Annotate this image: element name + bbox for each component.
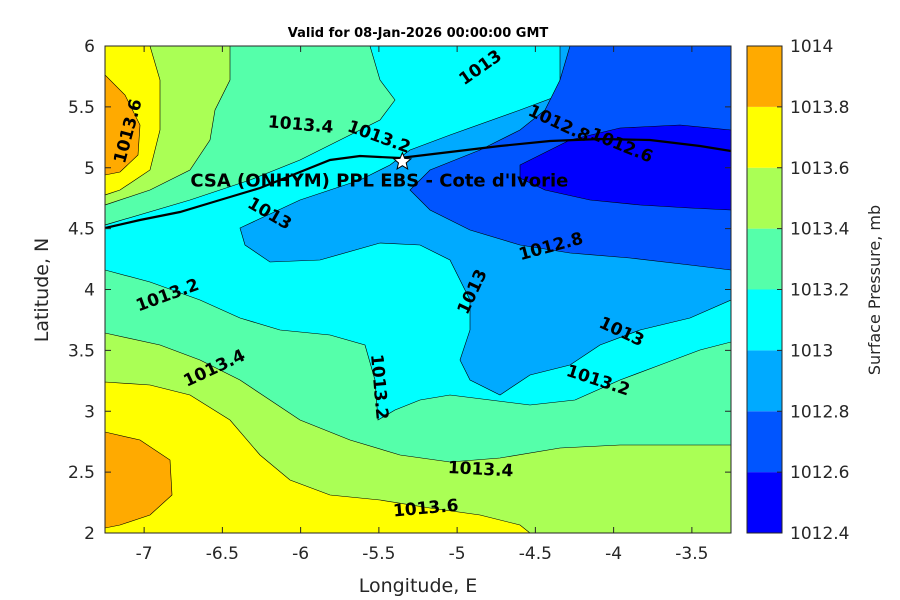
colorbar-tick-label: 1012.8	[790, 402, 849, 422]
colorbar-tick-label: 1013.6	[790, 159, 849, 179]
colorbar-swatch	[747, 411, 782, 473]
contour-label: 1013.4	[447, 458, 514, 481]
colorbar: 1012.4 1012.6 1012.8 1013 1013.2 1013.4 1013.6…	[746, 37, 849, 544]
y-tick-label: 6	[84, 37, 95, 57]
x-tick-label: -4	[605, 544, 622, 564]
y-tick-label: 3.5	[68, 341, 95, 361]
y-tick-label: 2	[84, 524, 95, 544]
y-axis-label: Latitude, N	[31, 238, 53, 343]
colorbar-label: Surface Pressure, mb	[865, 205, 884, 375]
colorbar-tick-label: 1013.8	[790, 98, 849, 118]
x-axis-ticks: -7 -6.5 -6 -5.5 -5 -4.5 -4 -3.5	[136, 46, 708, 564]
colorbar-tick-label: 1013.2	[790, 281, 849, 301]
colorbar-swatch	[747, 106, 782, 168]
contour-fill-layer	[105, 46, 731, 533]
x-tick-label: -4.5	[519, 544, 552, 564]
y-tick-label: 5	[84, 159, 95, 179]
x-tick-label: -6	[292, 544, 309, 564]
y-tick-label: 4	[84, 281, 95, 301]
coastline	[105, 137, 731, 230]
y-tick-label: 4.5	[68, 220, 95, 240]
colorbar-swatch	[747, 289, 782, 351]
y-tick-label: 2.5	[68, 463, 95, 483]
colorbar-tick-label: 1013	[790, 341, 833, 361]
x-tick-label: -5	[449, 544, 466, 564]
contour-band-1013.8-1014-south	[105, 431, 173, 529]
colorbar-swatch	[747, 167, 782, 229]
station-star-icon	[392, 151, 413, 170]
y-axis-ticks: 2 2.5 3 3.5 4 4.5 5 5.5 6	[68, 37, 731, 544]
x-tick-label: -5.5	[362, 544, 395, 564]
colorbar-swatch	[747, 350, 782, 412]
x-axis-label: Longitude, E	[359, 575, 478, 597]
x-tick-label: -3.5	[675, 544, 708, 564]
x-tick-label: -6.5	[206, 544, 239, 564]
colorbar-tick-label: 1014	[790, 37, 833, 57]
colorbar-tick-label: 1012.4	[790, 524, 849, 544]
colorbar-swatch	[747, 228, 782, 290]
y-tick-label: 3	[84, 402, 95, 422]
colorbar-tick-label: 1012.6	[790, 463, 849, 483]
contour-band-1012.4-1012.6	[519, 124, 731, 211]
contour-band-1013.8-1014-north	[105, 74, 141, 176]
contour-band-1013.6-1013.8-south	[105, 381, 531, 533]
y-tick-label: 5.5	[68, 98, 95, 118]
colorbar-tick-label: 1013.4	[790, 220, 849, 240]
chart-title: Valid for 08-Jan-2026 00:00:00 GMT	[288, 26, 549, 41]
colorbar-swatch	[747, 472, 782, 533]
station-layer: CSA (ONHYM) PPL EBS - Cote d'Ivorie	[190, 151, 568, 192]
colorbar-swatch	[747, 46, 782, 107]
x-tick-label: -7	[136, 544, 153, 564]
station-label: CSA (ONHYM) PPL EBS - Cote d'Ivorie	[190, 171, 568, 192]
